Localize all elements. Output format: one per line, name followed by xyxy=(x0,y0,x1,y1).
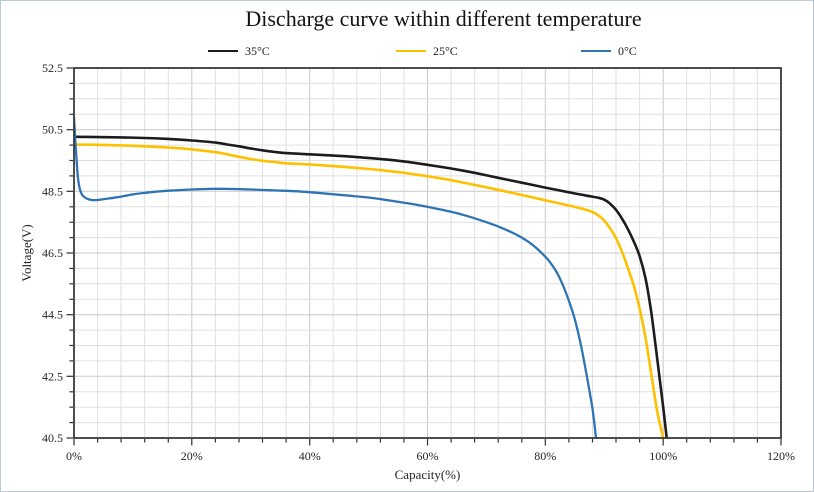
axis-ticks xyxy=(66,67,782,446)
chart-title: Discharge curve within different tempera… xyxy=(245,6,642,31)
legend-item-0c: 0°C xyxy=(581,43,637,59)
x-tick-label: 100% xyxy=(649,449,677,463)
legend-line-swatch-35c xyxy=(208,50,238,52)
x-tick-label: 120% xyxy=(767,449,795,463)
legend-line-swatch-0c xyxy=(581,50,611,52)
x-axis-title: Capacity(%) xyxy=(395,467,461,482)
legend-label-25c: 25°C xyxy=(433,44,458,58)
y-tick-label: 52.5 xyxy=(42,61,63,75)
legend-label-35c: 35°C xyxy=(245,44,270,58)
y-tick-label: 42.5 xyxy=(42,369,63,383)
series-line-0c xyxy=(74,116,598,439)
legend-item-25c: 25°C xyxy=(396,43,458,59)
tick-labels: 0% 20% 40% 60% 80% 100% 120% 40.5 42.5 44.5 46.5 48… xyxy=(42,61,795,463)
y-tick-label: 46.5 xyxy=(42,246,63,260)
series-line-25c xyxy=(74,143,665,439)
x-tick-label: 20% xyxy=(181,449,203,463)
x-tick-label: 0% xyxy=(66,449,82,463)
y-tick-label: 40.5 xyxy=(42,431,63,445)
plot-border xyxy=(73,67,782,439)
x-tick-label: 80% xyxy=(534,449,556,463)
y-tick-label: 44.5 xyxy=(42,308,63,322)
legend-item-35c: 35°C xyxy=(208,43,270,59)
x-tick-label: 60% xyxy=(417,449,439,463)
legend-line-swatch-25c xyxy=(396,50,426,52)
y-axis-title: Voltage(V) xyxy=(19,224,34,282)
y-tick-label: 50.5 xyxy=(42,123,63,137)
gridlines xyxy=(74,68,781,438)
series-group xyxy=(74,116,668,439)
x-tick-label: 40% xyxy=(299,449,321,463)
series-line-35c xyxy=(74,135,668,439)
y-tick-label: 48.5 xyxy=(42,184,63,198)
legend-label-0c: 0°C xyxy=(618,44,637,58)
